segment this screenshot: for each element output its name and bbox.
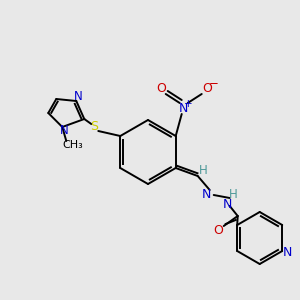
Text: N: N [202, 188, 211, 202]
Text: H: H [229, 188, 238, 200]
Text: N: N [74, 91, 83, 103]
Text: +: + [184, 99, 193, 109]
Text: S: S [90, 121, 98, 134]
Text: O: O [156, 82, 166, 95]
Text: O: O [213, 224, 223, 238]
Text: N: N [60, 124, 69, 137]
Text: CH₃: CH₃ [62, 140, 83, 150]
Text: O: O [202, 82, 212, 95]
Text: H: H [199, 164, 208, 178]
Text: N: N [283, 245, 292, 259]
Text: N: N [223, 197, 232, 211]
Text: N: N [179, 101, 188, 115]
Text: −: − [209, 77, 219, 91]
